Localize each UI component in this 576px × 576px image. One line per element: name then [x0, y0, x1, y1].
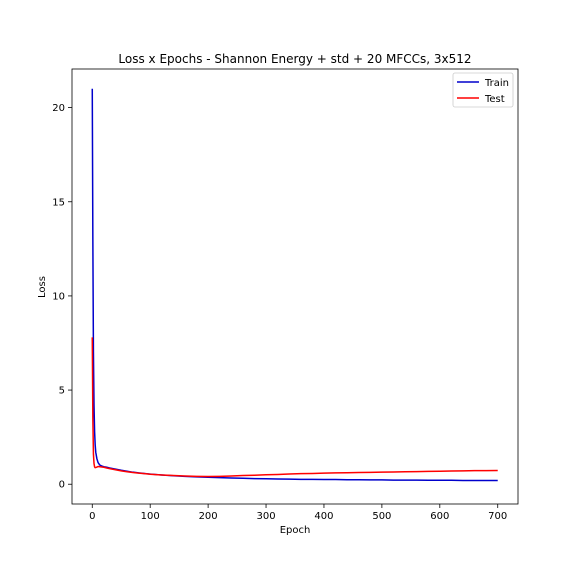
legend-label-test: Test — [484, 94, 505, 105]
series-lines — [91, 88, 498, 482]
y-tick-label: 20 — [52, 103, 65, 114]
series-line-test — [91, 337, 498, 478]
x-tick-label: 300 — [256, 511, 275, 522]
x-tick-label: 400 — [314, 511, 333, 522]
y-tick-label: 15 — [52, 197, 65, 208]
x-axis-label: Epoch — [280, 525, 311, 536]
x-tick-label: 200 — [199, 511, 218, 522]
chart-title: Loss x Epochs - Shannon Energy + std + 2… — [118, 52, 471, 66]
legend: Train Test — [452, 72, 514, 108]
plot-area: 0 100 200 300 400 500 600 700 0 5 10 15 20 — [52, 68, 519, 522]
x-tick-label: 0 — [89, 511, 95, 522]
legend-label-train: Train — [484, 78, 509, 89]
y-tick-label: 5 — [59, 386, 65, 397]
series-line-train — [91, 88, 498, 482]
y-tick-label: 10 — [52, 291, 65, 302]
y-axis-label: Loss — [37, 276, 48, 298]
axes-frame — [71, 68, 519, 505]
x-axis: 0 100 200 300 400 500 600 700 — [89, 504, 507, 522]
x-tick-label: 500 — [372, 511, 391, 522]
x-tick-label: 100 — [141, 511, 160, 522]
x-tick-label: 700 — [488, 511, 507, 522]
y-axis: 0 5 10 15 20 — [52, 103, 72, 491]
x-tick-label: 600 — [430, 511, 449, 522]
y-tick-label: 0 — [59, 480, 65, 491]
